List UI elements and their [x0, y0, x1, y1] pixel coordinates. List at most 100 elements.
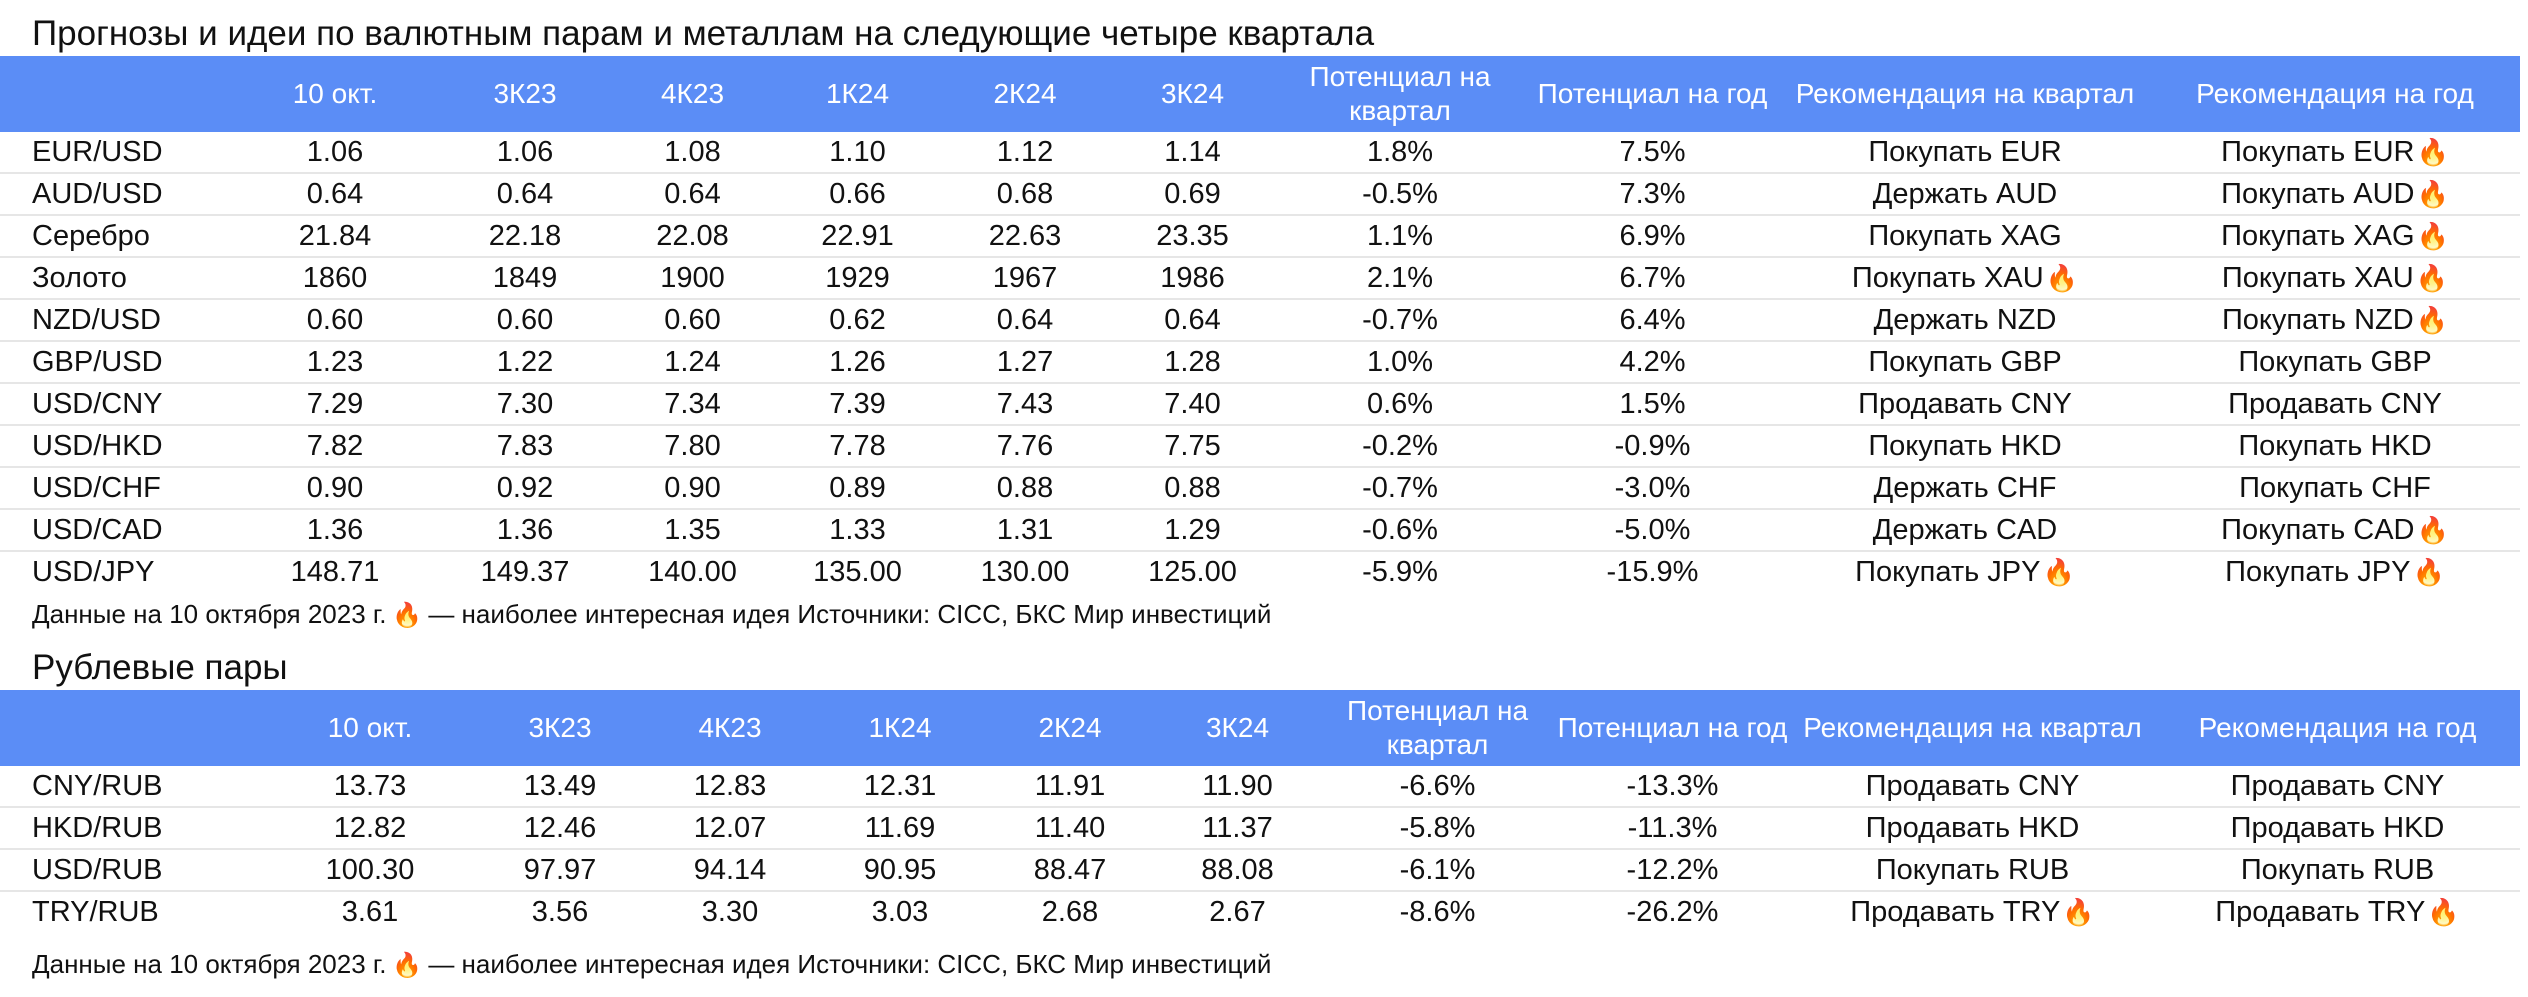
fire-icon: 🔥	[392, 602, 423, 629]
cell-text: 140.00	[648, 556, 737, 588]
table-cell: 1.06	[440, 132, 610, 174]
cell-text: 1.27	[996, 346, 1054, 378]
table-cell: Покупать XAU🔥	[1780, 257, 2150, 300]
table-cell: Покупать XAU🔥	[2150, 257, 2520, 300]
cell-text: 7.43	[996, 388, 1054, 420]
table-cell: -5.0%	[1525, 509, 1780, 552]
table-cell: 7.83	[440, 425, 610, 468]
cell-text: 7.39	[829, 388, 886, 420]
table-cell: -8.6%	[1320, 891, 1555, 932]
cell-text: Держать AUD	[1872, 178, 2058, 210]
table-row: HKD/RUB 12.82 12.46 12.07 11.69 11.40 11.37 -5.…	[0, 807, 2520, 850]
cell-text: 3.56	[531, 896, 589, 928]
table-cell: 1.35	[610, 509, 775, 552]
forecast-table-fx-metals: 10 окт. 3К23 4К23 1К24 2К24 3К24 Потенциал на …	[0, 56, 2520, 592]
cell-text: 22.91	[821, 220, 894, 252]
cell-text: -11.3%	[1627, 812, 1718, 844]
table-row: CNY/RUB 13.73 13.49 12.83 12.31 11.91 11.90 -6.…	[0, 766, 2520, 808]
cell-text: 6.7%	[1619, 262, 1686, 294]
cell-text: Продавать CNY	[2230, 770, 2445, 802]
row-name-cell: Золото	[0, 257, 230, 300]
table-cell: Покупать CAD🔥	[2150, 509, 2520, 552]
table-cell: 0.92	[440, 467, 610, 510]
fire-icon: 🔥	[2062, 897, 2095, 927]
column-header: Рекомендация на квартал	[1780, 56, 2150, 132]
table-cell: -6.1%	[1320, 849, 1555, 892]
row-name-cell: USD/CNY	[0, 383, 230, 426]
cell-text: 0.89	[829, 472, 886, 504]
column-header: Рекомендация на квартал	[1790, 690, 2155, 766]
table-cell: 1.36	[440, 509, 610, 552]
table-cell: 7.30	[440, 383, 610, 426]
table-cell: 0.68	[940, 173, 1110, 216]
row-name-cell: GBP/USD	[0, 341, 230, 384]
cell-text: 1.5%	[1619, 388, 1686, 420]
column-header: Потенциал на квартал	[1320, 690, 1555, 766]
table-cell: 1.1%	[1275, 215, 1525, 258]
table-cell: 88.08	[1155, 849, 1320, 892]
cell-text: -6.6%	[1399, 770, 1476, 802]
table-cell: 1.28	[1110, 341, 1275, 384]
cell-text: 11.91	[1034, 770, 1106, 802]
cell-text: 7.30	[496, 388, 554, 420]
row-name-cell: USD/HKD	[0, 425, 230, 468]
cell-text: Продавать CNY	[1865, 770, 2080, 802]
table-cell: 7.75	[1110, 425, 1275, 468]
table-cell: 12.82	[265, 807, 475, 850]
cell-text: 1849	[492, 262, 558, 294]
cell-text: 22.63	[988, 220, 1062, 252]
cell-text: Покупать JPY	[1855, 556, 2041, 588]
table-cell: 135.00	[775, 551, 940, 592]
row-name-cell: EUR/USD	[0, 132, 230, 174]
column-header: 10 окт.	[265, 690, 475, 766]
cell-text: Покупать RUB	[2240, 854, 2435, 886]
table-cell: 7.34	[610, 383, 775, 426]
cell-text: 0.66	[829, 178, 886, 210]
cell-text: 7.5%	[1619, 136, 1686, 168]
table-cell: Покупать JPY🔥	[1780, 551, 2150, 592]
cell-text: AUD/USD	[32, 178, 163, 210]
cell-text: 88.47	[1033, 854, 1107, 886]
table-cell: 0.60	[610, 299, 775, 342]
cell-text: 0.88	[996, 472, 1054, 504]
cell-text: 11.40	[1034, 812, 1106, 844]
table-cell: 88.47	[985, 849, 1155, 892]
table-cell: 0.89	[775, 467, 940, 510]
table-row: USD/CHF 0.90 0.92 0.90 0.89 0.88 0.88 -0.7% -3.0…	[0, 467, 2520, 510]
column-header: 1К24	[815, 690, 985, 766]
table-row: USD/CAD 1.36 1.36 1.35 1.33 1.31 1.29 -0.6% -5.0…	[0, 509, 2520, 552]
table-cell: 11.69	[815, 807, 985, 850]
cell-text: 148.71	[290, 556, 380, 588]
cell-text: 1.29	[1164, 514, 1221, 546]
table-cell: 94.14	[645, 849, 815, 892]
fire-icon: 🔥	[2415, 263, 2449, 293]
table-cell: 1849	[440, 257, 610, 300]
table-cell: 6.7%	[1525, 257, 1780, 300]
cell-text: 0.64	[996, 304, 1054, 336]
table-cell: 140.00	[610, 551, 775, 592]
cell-text: 0.92	[496, 472, 554, 504]
column-header: Потенциал на год	[1555, 690, 1790, 766]
table-cell: 0.64	[230, 173, 440, 216]
table-cell: 1.23	[230, 341, 440, 384]
cell-text: 0.88	[1164, 472, 1221, 504]
cell-text: 7.76	[996, 430, 1054, 462]
cell-text: 3.03	[871, 896, 929, 928]
table-cell: 6.9%	[1525, 215, 1780, 258]
cell-text: TRY/RUB	[32, 896, 159, 928]
cell-text: 12.31	[863, 770, 937, 802]
column-header	[0, 56, 230, 132]
fire-icon: 🔥	[2416, 179, 2449, 209]
cell-text: 0.90	[664, 472, 721, 504]
table-cell: 1.29	[1110, 509, 1275, 552]
cell-text: USD/CHF	[32, 472, 161, 504]
table-cell: 125.00	[1110, 551, 1275, 592]
table-cell: Продавать CNY	[2155, 766, 2520, 808]
table-cell: Покупать NZD🔥	[2150, 299, 2520, 342]
table-cell: 7.80	[610, 425, 775, 468]
cell-text: 7.82	[306, 430, 364, 462]
cell-text: 1.36	[306, 514, 364, 546]
table-cell: 22.91	[775, 215, 940, 258]
fire-icon: 🔥	[2427, 897, 2460, 927]
cell-text: 0.64	[664, 178, 721, 210]
